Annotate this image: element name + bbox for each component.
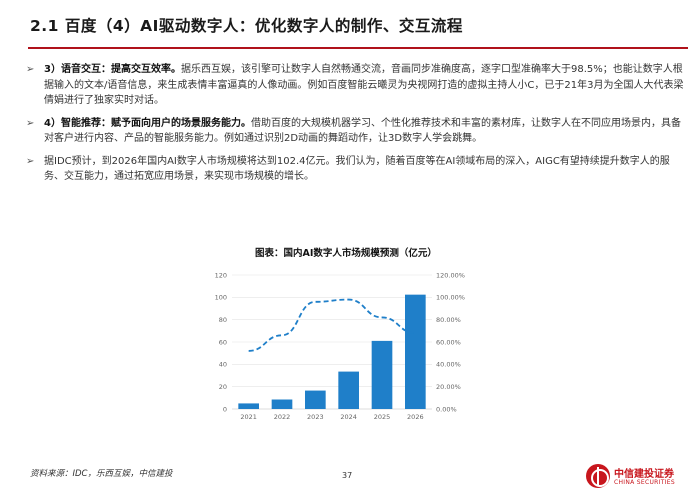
bar xyxy=(238,403,259,409)
bar xyxy=(338,371,359,409)
bullet-heading: 4）智能推荐：赋予面向用户的场景服务能力。 xyxy=(44,117,251,129)
x-tick-label: 2021 xyxy=(240,413,257,421)
logo-chinese-name: 中信建投证券 xyxy=(614,469,674,480)
y2-tick-label: 120.00% xyxy=(436,271,465,279)
x-tick-label: 2024 xyxy=(340,413,357,421)
y-tick-label: 20 xyxy=(219,383,227,391)
bullet-arrow-icon: ➢ xyxy=(26,155,35,167)
logo-english-name: CHINA SECURITIES xyxy=(614,479,675,486)
y2-tick-label: 20.00% xyxy=(436,383,461,391)
y-tick-label: 0 xyxy=(223,405,227,413)
x-tick-label: 2026 xyxy=(407,413,424,421)
bullet-text: 借助百度的大规模机器学习、个性化推荐技术和丰富的素材库，让数字人在不同应用场景内… xyxy=(44,117,681,145)
y2-tick-label: 60.00% xyxy=(436,338,461,346)
x-tick-label: 2022 xyxy=(274,413,291,421)
x-tick-label: 2025 xyxy=(374,413,391,421)
bullet-heading: 3）语音交互：提高交互效率。 xyxy=(44,64,181,75)
chart-title: 图表：国内AI数字人市场规模预测（亿元） xyxy=(255,248,437,259)
y2-tick-label: 80.00% xyxy=(436,316,461,324)
bar xyxy=(371,340,393,409)
bullet-smart-recommendation: ➢ 4）智能推荐：赋予面向用户的场景服务能力。借助百度的大规模机器学习、个性化推… xyxy=(26,116,686,147)
y-tick-label: 120 xyxy=(215,271,227,279)
logo-mark-icon xyxy=(586,464,610,488)
bullet-text: 据IDC预计，到2026年国内AI数字人市场规模将达到102.4亿元。我们认为，… xyxy=(44,155,670,183)
y-tick-label: 80 xyxy=(219,316,227,324)
y-tick-label: 60 xyxy=(219,338,227,346)
bullet-idc-forecast: ➢ 据IDC预计，到2026年国内AI数字人市场规模将达到102.4亿元。我们认… xyxy=(26,154,686,185)
company-logo: 中信建投证券 CHINA SECURITIES xyxy=(586,462,696,492)
title-underline xyxy=(28,47,688,49)
bullet-arrow-icon: ➢ xyxy=(26,64,35,75)
bullet-text: 据乐西互娱，该引擎可让数字人自然畅通交流，音画同步准确度高，逐字口型准确率大于9… xyxy=(44,64,684,106)
market-size-chart: 图表：国内AI数字人市场规模预测（亿元） 0 20 40 60 80 100 120 0.00… xyxy=(196,245,496,425)
source-note: 资料来源：IDC，乐西互娱，中信建投 xyxy=(30,469,173,479)
bar xyxy=(405,294,426,409)
bar xyxy=(305,390,326,409)
page-number: 37 xyxy=(342,471,353,480)
y2-tick-label: 0.00% xyxy=(436,405,457,413)
bullet-voice-interaction: ➢ 3）语音交互：提高交互效率。据乐西互娱，该引擎可让数字人自然畅通交流，音画同… xyxy=(26,62,686,109)
bullet-arrow-icon: ➢ xyxy=(26,117,35,129)
y2-tick-label: 40.00% xyxy=(436,361,461,369)
y-tick-label: 100 xyxy=(215,294,227,302)
growth-line xyxy=(248,298,416,352)
chart-canvas: 0 20 40 60 80 100 120 0.00% 20.00% 40.00% 60.00% 80… xyxy=(215,271,465,421)
page-title: 2.1 百度（4）AI驱动数字人：优化数字人的制作、交互流程 xyxy=(30,17,463,35)
y-tick-label: 40 xyxy=(219,361,227,369)
bar xyxy=(271,399,293,409)
bullet-list: ➢ 3）语音交互：提高交互效率。据乐西互娱，该引擎可让数字人自然畅通交流，音画同… xyxy=(26,62,686,192)
x-tick-label: 2023 xyxy=(307,413,324,421)
title-bar: 2.1 百度（4）AI驱动数字人：优化数字人的制作、交互流程 xyxy=(0,0,700,52)
y2-tick-label: 100.00% xyxy=(436,294,465,302)
